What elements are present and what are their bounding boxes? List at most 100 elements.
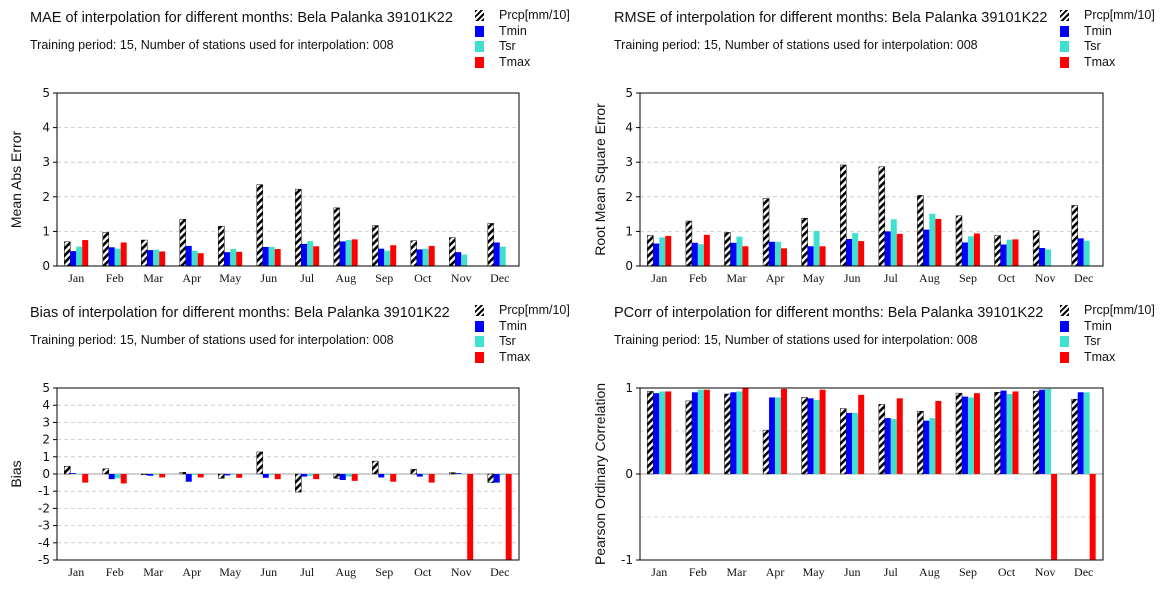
bar-prcp-may: [218, 473, 225, 479]
chart-title: MAE of interpolation for different month…: [30, 10, 453, 26]
bar-tmin-sep: [961, 396, 968, 474]
x-tick-label: Jan: [651, 271, 667, 285]
legend-label-prcp: Prcp[mm/10]: [499, 303, 570, 317]
bar-tmin-jun: [262, 246, 269, 266]
bar-tmin-apr: [769, 241, 776, 266]
legend-swatch-tmax: [1060, 56, 1069, 68]
plot-frame: [56, 387, 520, 561]
chart-title: PCorr of interpolation for different mon…: [614, 305, 1044, 321]
legend-label-tsr: Tsr: [1084, 334, 1101, 348]
y-tick-label: 2: [42, 433, 50, 447]
bar-tmax-jul: [896, 233, 903, 266]
y-tick-label: -2: [38, 501, 50, 515]
x-tick-label: Oct: [414, 271, 432, 285]
x-tick-label: Nov: [451, 271, 472, 285]
bar-tsr-jan: [659, 237, 666, 266]
x-tick-label: Oct: [998, 565, 1016, 579]
y-axis-label: Bias: [8, 460, 24, 487]
bar-prcp-dec: [1071, 398, 1078, 475]
y-tick-label: 5: [42, 381, 50, 395]
bar-prcp-sep: [372, 225, 379, 267]
bar-tmin-dec: [493, 242, 500, 266]
bar-tsr-dec: [1083, 240, 1090, 266]
bar-prcp-dec: [487, 223, 495, 267]
bar-tsr-oct: [422, 248, 429, 266]
legend-swatch-tmin: [475, 320, 484, 332]
bar-tsr-dec: [1083, 392, 1090, 474]
bar-prcp-sep: [955, 392, 963, 475]
plot-frame: [639, 387, 1104, 561]
y-tick-label: -5: [38, 553, 50, 567]
y-tick-label: -4: [38, 536, 50, 550]
y-tick-label: 1: [42, 224, 50, 238]
y-tick-label: 1: [625, 224, 633, 238]
x-tick-label: Jan: [651, 565, 667, 579]
y-tick-label: -1: [38, 484, 50, 498]
bar-tmax-may: [236, 474, 243, 478]
legend-swatch-prcp: [475, 305, 484, 316]
bar-tsr-feb: [697, 389, 704, 474]
bar-tmax-jun: [274, 249, 281, 266]
legend-swatch-prcp: [475, 10, 484, 21]
mae-chart: 0 1 2 3 4 5 Jan Feb Mar Apr May Jun Jul Aug Sep Oct Nov D…: [8, 86, 520, 285]
legend-label-prcp: Prcp[mm/10]: [1084, 8, 1155, 22]
bar-tmin-jul: [884, 418, 891, 474]
bar-tmin-dec: [1077, 392, 1084, 474]
bar-tmax-oct: [1012, 391, 1019, 474]
bar-tsr-apr: [775, 241, 782, 266]
x-tick-label: Dec: [490, 565, 509, 579]
x-tick-label: Sep: [959, 271, 977, 285]
bar-tsr-may: [230, 474, 237, 475]
x-tick-label: Jan: [68, 565, 84, 579]
bar-prcp-nov: [1032, 391, 1040, 475]
plot-frame: [56, 92, 520, 267]
bar-tmin-sep: [378, 474, 385, 478]
bias-panel: Bias of interpolation for different mont…: [0, 295, 583, 589]
bar-tmax-may: [819, 389, 826, 474]
pcorr-panel: PCorr of interpolation for different mon…: [584, 295, 1167, 589]
bar-prcp-jul: [878, 166, 886, 267]
bar-tmin-dec: [493, 474, 500, 483]
bar-prcp-jun: [839, 408, 847, 475]
bar-tsr-dec: [499, 474, 506, 475]
bar-tsr-jul: [890, 219, 897, 266]
bar-tsr-apr: [191, 250, 198, 266]
x-tick-label: Jun: [260, 565, 277, 579]
rmse-chart: 0 1 2 3 4 5 Jan Feb Mar Apr May Jun Jul Aug Sep Oct Nov D…: [592, 86, 1104, 285]
bar-tsr-feb: [697, 244, 704, 266]
chart-subtitle: Training period: 15, Number of stations …: [614, 38, 978, 52]
y-tick-label: -3: [38, 519, 50, 533]
x-tick-label: Jun: [844, 565, 861, 579]
bar-tsr-jan: [76, 246, 83, 266]
bar-prcp-jan: [647, 235, 654, 267]
bar-prcp-jul: [295, 473, 302, 493]
bar-tmin-jul: [884, 231, 891, 266]
chart-title: RMSE of interpolation for different mont…: [614, 10, 1048, 26]
y-tick-label: 3: [625, 155, 633, 169]
legend-label-tmax: Tmax: [1084, 349, 1116, 364]
x-tick-label: May: [219, 565, 241, 579]
bar-tmax-mar: [742, 246, 749, 266]
bar-tmin-jun: [262, 474, 269, 478]
bar-tmax-feb: [703, 389, 710, 474]
x-tick-label: Sep: [375, 271, 393, 285]
bar-tmin-feb: [691, 242, 698, 266]
x-tick-label: Aug: [335, 271, 356, 285]
x-tick-label: Jan: [68, 271, 84, 285]
bar-tsr-aug: [345, 474, 352, 477]
chart-subtitle: Training period: 15, Number of stations …: [614, 333, 978, 347]
bar-tmin-sep: [378, 248, 385, 266]
x-tick-label: Feb: [106, 565, 124, 579]
bar-prcp-oct: [994, 235, 1001, 267]
x-tick-label: Jul: [884, 565, 899, 579]
bar-prcp-mar: [724, 393, 731, 475]
y-tick-label: 2: [42, 190, 50, 204]
bar-prcp-aug: [333, 473, 341, 479]
bar-tmin-oct: [416, 474, 423, 477]
y-axis-label: Mean Abs Error: [8, 131, 24, 229]
y-axis-label: Root Mean Square Error: [592, 103, 608, 256]
bar-tmax-oct: [428, 474, 435, 483]
bar-tmax-apr: [197, 474, 204, 478]
bar-tsr-jan: [76, 473, 83, 475]
bar-tmax-aug: [351, 239, 358, 266]
